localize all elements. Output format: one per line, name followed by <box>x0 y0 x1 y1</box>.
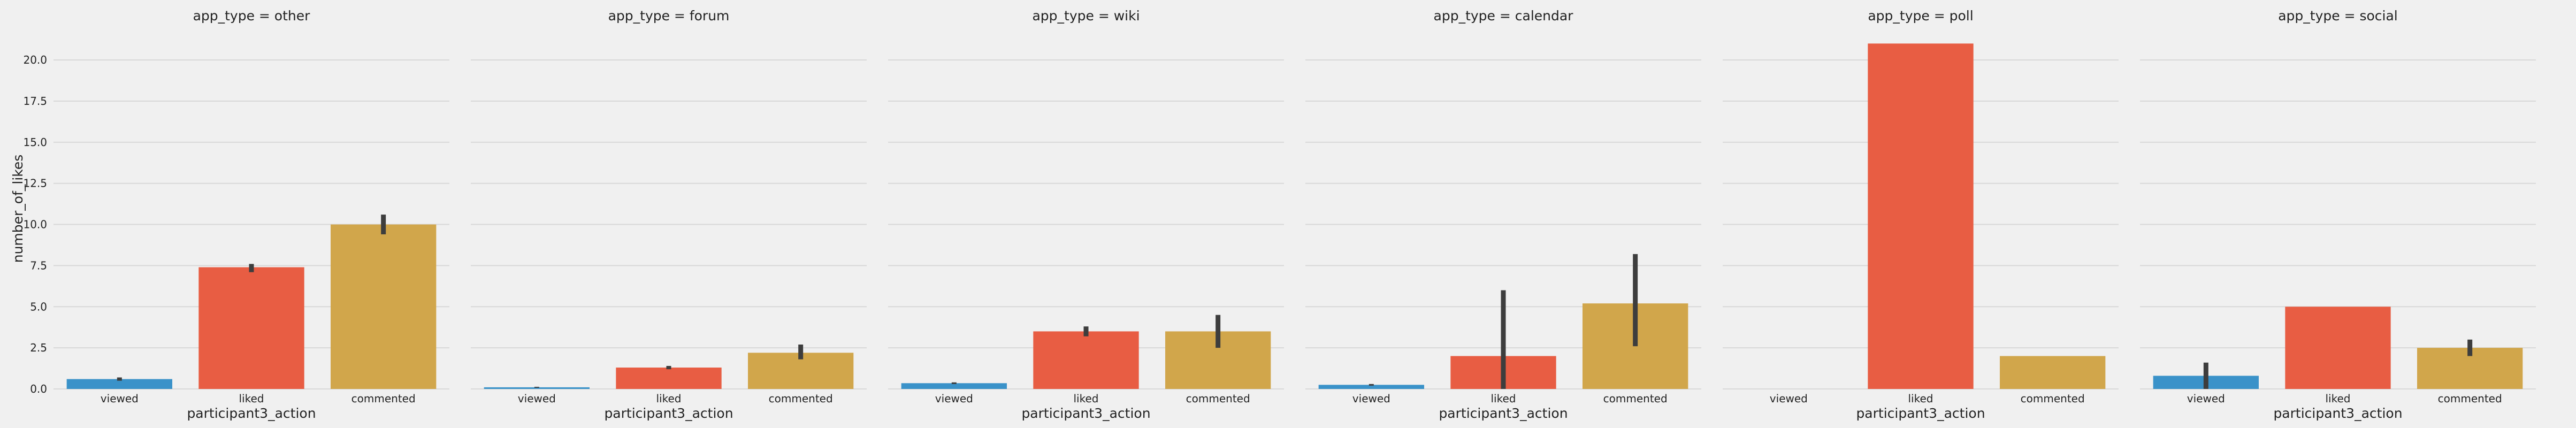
x-tick-label: viewed <box>2187 392 2225 405</box>
x-axis-label: participant3_action <box>2273 406 2402 421</box>
x-tick-label: commented <box>2438 392 2502 405</box>
facet-title: app_type = other <box>193 8 311 24</box>
bar-viewed <box>1318 385 1424 389</box>
bar-viewed <box>484 387 590 389</box>
facet-title: app_type = forum <box>608 8 730 24</box>
facet-title: app_type = calendar <box>1434 8 1574 24</box>
bar-viewed <box>901 383 1007 389</box>
x-tick-label: liked <box>1908 392 1933 405</box>
y-axis-label: number_of_likes <box>10 155 26 263</box>
facet-title: app_type = poll <box>1868 8 1973 24</box>
y-tick-label: 15.0 <box>23 136 47 149</box>
x-tick-label: commented <box>769 392 833 405</box>
y-tick-label: 0.0 <box>30 383 47 395</box>
bar-viewed <box>66 379 173 389</box>
facet-3: app_type = calendar viewed liked commented p… <box>1305 8 1701 421</box>
x-tick-label: liked <box>1074 392 1099 405</box>
x-tick-label: liked <box>2326 392 2351 405</box>
y-tick-label: 7.5 <box>30 259 47 272</box>
y-tick-label: 12.5 <box>23 177 47 190</box>
bar-liked <box>1033 331 1139 389</box>
x-axis-label: participant3_action <box>1856 406 1985 421</box>
x-axis-label: participant3_action <box>1021 406 1150 421</box>
x-tick-label: viewed <box>1770 392 1808 405</box>
facet-0: 0.0 2.5 5.0 7.5 10.0 12.5 15.0 17.5 20.0 app_type… <box>23 8 449 421</box>
x-axis-label: participant3_action <box>1439 406 1568 421</box>
facet-title: app_type = social <box>2278 8 2398 24</box>
y-tick-label: 2.5 <box>30 341 47 354</box>
x-tick-label: commented <box>351 392 416 405</box>
x-tick-label: commented <box>2021 392 2085 405</box>
facet-4: app_type = poll viewed liked commented parti… <box>1723 8 2119 421</box>
x-tick-label: viewed <box>1352 392 1390 405</box>
facet-2: app_type = wiki viewed liked commented parti… <box>888 8 1284 421</box>
facet-title: app_type = wiki <box>1032 8 1140 24</box>
y-tick-label: 10.0 <box>23 218 47 231</box>
x-tick-label: commented <box>1186 392 1250 405</box>
facet-5: app_type = social viewed liked commented par… <box>2140 8 2536 421</box>
x-axis-label: participant3_action <box>604 406 733 421</box>
bar-commented <box>2000 356 2106 389</box>
x-tick-label: viewed <box>101 392 139 405</box>
x-tick-label: commented <box>1603 392 1668 405</box>
x-tick-label: liked <box>239 392 264 405</box>
x-tick-label: liked <box>1491 392 1516 405</box>
x-tick-label: viewed <box>935 392 973 405</box>
bar-liked <box>1868 43 1974 389</box>
x-axis-label: participant3_action <box>187 406 316 421</box>
bar-liked <box>616 368 722 389</box>
y-tick-label: 17.5 <box>23 95 47 108</box>
facet-1: app_type = forum viewed liked commented part… <box>471 8 867 421</box>
y-tick-label: 5.0 <box>30 300 47 313</box>
x-tick-label: liked <box>656 392 682 405</box>
facets: 0.0 2.5 5.0 7.5 10.0 12.5 15.0 17.5 20.0 app_type… <box>23 8 2536 421</box>
x-tick-label: viewed <box>518 392 556 405</box>
bar-liked <box>198 267 304 389</box>
y-tick-label: 20.0 <box>23 54 47 66</box>
bar-liked <box>2285 307 2391 389</box>
bar-commented <box>331 224 437 389</box>
